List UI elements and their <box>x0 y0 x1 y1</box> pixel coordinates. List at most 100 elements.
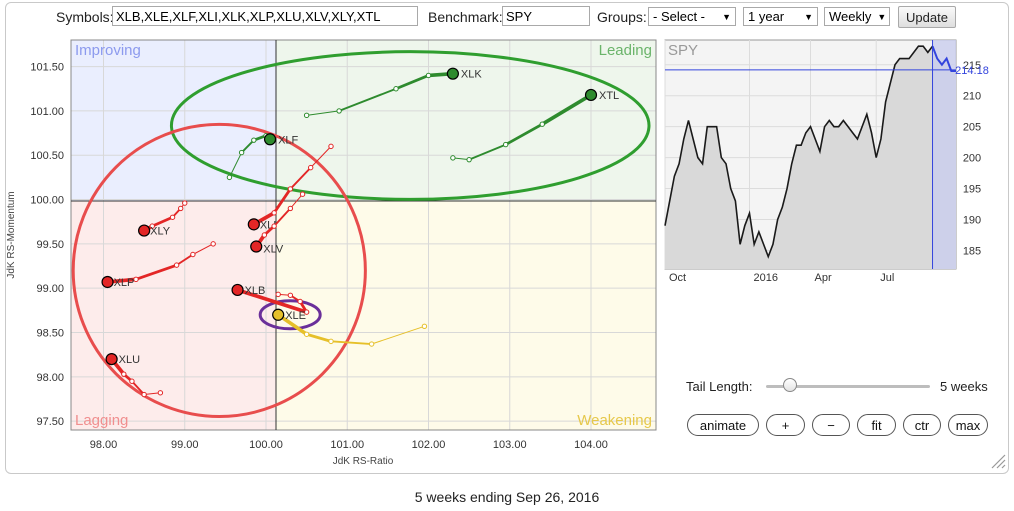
series-label: XLU <box>119 354 140 366</box>
tail-segment <box>306 110 340 116</box>
zoom-in-button[interactable]: + <box>766 414 805 436</box>
annotation-red-outline <box>71 122 367 419</box>
tail-point <box>393 86 399 92</box>
head-point[interactable] <box>272 308 285 321</box>
series-label: XLP <box>114 277 135 289</box>
chevron-down-icon: ▼ <box>722 11 731 22</box>
series-xlf[interactable]: XLF <box>226 133 299 181</box>
tail-length-slider-handle[interactable] <box>783 378 797 392</box>
tail-point <box>287 186 294 192</box>
rrg-x-tick-label: 98.00 <box>90 439 118 451</box>
symbols-input[interactable] <box>112 6 418 26</box>
period-select[interactable]: 1 year ▼ <box>743 7 818 26</box>
tail-point <box>328 143 334 150</box>
series-xtl[interactable]: XTL <box>450 88 620 163</box>
tail-segment <box>175 253 194 267</box>
benchmark-y-tick-label: 195 <box>963 184 981 196</box>
head-point[interactable] <box>446 67 459 80</box>
tail-point <box>287 205 294 212</box>
benchmark-x-tick-label: Jul <box>880 272 894 284</box>
benchmark-y-tick-label: 205 <box>963 122 981 134</box>
tail-segment <box>504 122 544 146</box>
tail-point <box>303 331 310 337</box>
benchmark-y-tick-label: 215 <box>963 60 981 72</box>
series-label: XLB <box>245 285 266 297</box>
tail-point <box>121 371 127 377</box>
toolbar: Symbols: Benchmark: Groups: - Select -▼ … <box>0 0 1014 34</box>
quadrant-weakening <box>276 201 656 430</box>
tail-point <box>421 323 428 329</box>
head-point[interactable] <box>101 275 114 289</box>
max-button[interactable]: max <box>948 414 988 436</box>
tail-segment <box>150 215 174 228</box>
period-select-value: 1 year <box>748 9 785 24</box>
rrg-x-tick-label: 99.00 <box>171 439 199 451</box>
groups-select[interactable]: - Select - ▼ <box>648 7 736 26</box>
frequency-select[interactable]: Weekly ▼ <box>824 7 890 26</box>
tail-point <box>133 276 139 283</box>
tail-segment <box>289 193 304 209</box>
benchmark-label: Benchmark: <box>428 9 503 25</box>
rrg-x-tick-label: 103.00 <box>493 439 527 451</box>
tail-point <box>173 262 180 268</box>
tail-segment <box>273 207 292 228</box>
tail-point <box>190 251 196 258</box>
symbols-label: Symbols: <box>56 9 114 25</box>
benchmark-line <box>664 45 934 259</box>
head-point[interactable] <box>231 283 244 297</box>
tail-point <box>210 241 216 247</box>
series-label: XTL <box>599 90 619 102</box>
center-button[interactable]: ctr <box>903 414 941 436</box>
series-label: XLY <box>150 226 171 238</box>
head-point[interactable] <box>263 133 277 146</box>
series-xlv[interactable]: XLV <box>250 191 306 256</box>
update-button[interactable]: Update <box>898 6 956 28</box>
rrg-y-tick-label: 99.50 <box>36 239 64 251</box>
series-xly[interactable]: XLY <box>138 200 188 238</box>
tail-segment <box>289 166 312 190</box>
tail-segment <box>235 288 309 314</box>
frequency-select-value: Weekly <box>829 9 872 24</box>
groups-select-value: - Select - <box>653 9 706 24</box>
benchmark-x-tick-label: Apr <box>815 272 832 284</box>
benchmark-y-tick-label: 185 <box>963 245 981 257</box>
tail-point <box>297 298 303 305</box>
tail-segment <box>468 143 507 161</box>
head-point[interactable] <box>247 218 260 231</box>
tail-point <box>336 108 342 114</box>
series-label: XLK <box>461 69 482 81</box>
tail-point <box>261 232 268 238</box>
animate-button[interactable]: animate <box>687 414 759 436</box>
annotation-green-outline <box>169 50 651 201</box>
chevron-down-icon: ▼ <box>804 11 813 22</box>
tail-point <box>450 155 456 161</box>
series-xlp[interactable]: XLP <box>101 241 216 289</box>
zoom-out-button[interactable]: − <box>812 414 850 436</box>
tail-segment <box>240 139 255 154</box>
head-point[interactable] <box>584 88 598 102</box>
head-point[interactable] <box>138 224 151 237</box>
head-point[interactable] <box>105 352 118 366</box>
tail-point <box>287 292 294 298</box>
tail-point <box>466 156 472 163</box>
series-xlb[interactable]: XLB <box>231 283 310 315</box>
resize-handle-icon[interactable] <box>990 453 1006 469</box>
x-axis-label: JdK RS-Ratio <box>333 456 394 467</box>
tail-point <box>502 141 509 148</box>
rrg-chart[interactable]: Improving Leading Lagging Weakening 98.0… <box>0 0 1014 474</box>
rrg-y-tick-label: 101.50 <box>30 62 64 74</box>
series-xle[interactable]: XLE <box>272 308 428 347</box>
benchmark-input[interactable] <box>502 6 590 26</box>
tail-segment <box>338 87 397 112</box>
tail-length-slider[interactable] <box>766 385 930 388</box>
benchmark-x-tick-label: 2016 <box>753 272 777 284</box>
series-xlu[interactable]: XLU <box>105 352 164 398</box>
head-point[interactable] <box>250 240 263 253</box>
tail-point <box>141 391 147 398</box>
series-xlk[interactable]: XLK <box>303 67 482 119</box>
tail-point <box>299 191 306 197</box>
fit-button[interactable]: fit <box>857 414 896 436</box>
tail-point <box>251 137 257 143</box>
benchmark-x-tick-label: Oct <box>669 272 686 284</box>
rrg-y-tick-label: 98.00 <box>36 372 64 384</box>
